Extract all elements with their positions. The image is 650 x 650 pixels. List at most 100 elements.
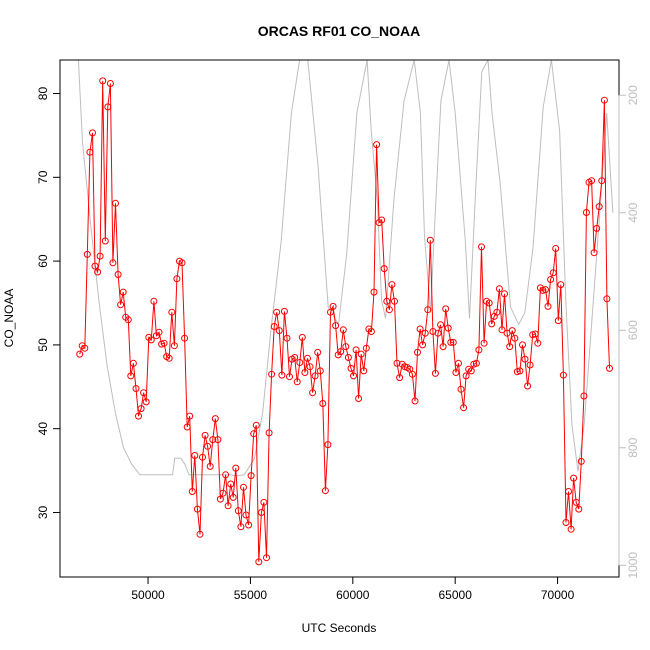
co-point [119,288,127,296]
co-point [106,80,114,87]
co-series [76,77,613,566]
co-point [219,489,227,497]
co-point [324,441,332,449]
co-point [114,271,122,278]
y-axis: 30 40 50 60 70 80 [36,87,61,519]
co-point [227,480,235,488]
co-point [419,341,427,349]
co-point [447,338,455,346]
co-point [352,346,360,354]
y-tick-label: 60 [36,254,50,268]
co-point [247,472,255,480]
co-point [332,322,340,330]
co-point [91,262,99,270]
co-point [575,505,583,513]
co-point [434,329,442,337]
co-point [191,452,199,459]
co-point [472,359,480,367]
co-point [291,354,299,361]
co-point [237,523,245,531]
co-point [350,372,357,380]
co-point [301,369,309,376]
y-tick-label: 50 [36,338,50,352]
y2-axis: 200 400 600 800 1000 [618,85,640,579]
co-point [347,364,355,372]
co-point [96,252,104,260]
co-point [83,250,91,258]
co-point [557,281,565,289]
co-point [501,290,508,298]
co-point [488,320,496,328]
co-point [222,471,230,479]
x-tick-label: 55000 [234,588,268,602]
co-point [242,511,250,519]
co-line [79,80,610,562]
co-point [265,429,273,437]
co-point [526,361,534,369]
co-point [442,305,450,313]
x-tick-label: 60000 [336,588,370,602]
co-point [567,525,575,533]
co-point [329,302,337,310]
co-point [554,317,562,325]
co-point [132,385,140,392]
co-point [306,363,314,371]
co-point [600,96,608,104]
co-point [388,281,396,289]
co-point [357,350,365,358]
co-point [444,324,452,332]
co-point [424,306,432,314]
co-point [135,412,142,420]
pressure-line [77,60,614,477]
co-point [506,343,514,351]
co-point [150,297,158,305]
y-axis-label: CO_NOAA [2,289,16,348]
co-point [216,495,224,503]
co-point [439,343,447,351]
co-point [283,334,291,342]
co-point [275,327,283,335]
y-tick-label: 40 [36,422,50,436]
co-point [311,372,319,380]
x-axis: 50000 55000 60000 65000 70000 [131,576,575,602]
co-point [316,367,324,375]
co-point [196,530,204,538]
co-point [260,498,268,506]
co-point [337,348,345,356]
co-point [493,308,501,316]
co-point [183,423,191,431]
y2-tick-label: 200 [626,85,640,105]
co-point [360,367,368,375]
co-point [127,372,135,380]
co-point [252,421,260,429]
co-point [304,354,311,362]
y-tick-label: 70 [36,170,50,184]
co-point [383,297,391,305]
co-point [140,389,148,397]
co-point [206,462,214,470]
co-point [170,342,178,350]
co-point [590,249,598,257]
co-point [86,148,94,156]
co-point [531,330,539,338]
co-point [393,359,401,367]
co-point [209,436,217,444]
co-point [280,307,288,315]
co-point [155,328,163,336]
co-point [577,457,585,465]
co-point [234,507,242,515]
co-point [467,367,475,375]
co-point [559,371,567,379]
co-point [521,355,529,363]
co-point [562,519,570,526]
co-point [480,339,488,347]
x-tick-label: 70000 [541,588,575,602]
co-point [603,295,611,303]
co-point [593,224,601,232]
co-point [516,367,524,375]
co-point [408,370,416,378]
y2-tick-label: 400 [626,202,640,222]
co-point [104,103,112,111]
co-point [268,370,276,378]
co-point [229,493,237,501]
